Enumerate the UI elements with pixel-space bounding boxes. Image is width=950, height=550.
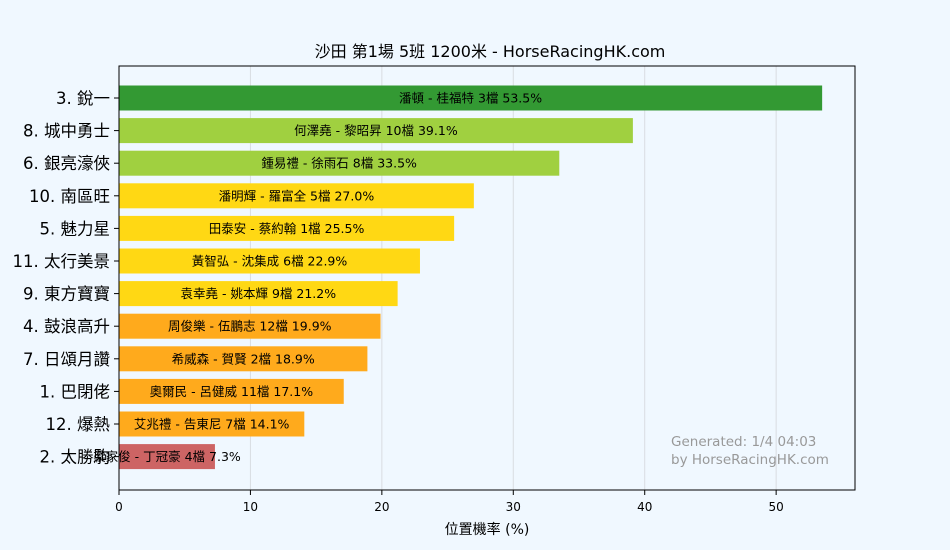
bar-label: 田泰安 - 蔡約翰 1檔 25.5%	[209, 221, 365, 236]
category-label: 8. 城中勇士	[23, 122, 110, 141]
x-ticks: 0 10 20 30 40 50	[115, 490, 784, 514]
bar	[119, 444, 215, 470]
bar	[119, 215, 455, 241]
x-tick-label: 30	[506, 500, 521, 514]
category-label: 5. 魅力星	[40, 219, 111, 238]
bar-label: 潘頓 - 桂福特 3檔 53.5%	[399, 91, 542, 106]
category-label: 9. 東方寶寶	[23, 284, 110, 304]
category-label: 3. 銳一	[56, 89, 110, 108]
x-tick-label: 0	[115, 500, 123, 514]
bar	[119, 150, 560, 176]
bar-label: 何澤堯 - 黎昭昇 10檔 39.1%	[294, 123, 458, 138]
x-tick-label: 50	[769, 500, 784, 514]
category-label: 1. 巴閉佬	[40, 382, 111, 401]
bar-label: 奧爾民 - 呂健威 11檔 17.1%	[150, 384, 314, 399]
bar	[119, 248, 420, 274]
bar	[119, 85, 823, 111]
category-label: 2. 太勝駒	[40, 448, 111, 467]
bar	[119, 378, 344, 404]
bar	[119, 281, 398, 307]
x-tick-label: 20	[374, 500, 389, 514]
bar-label: 希威森 - 賀賢 2檔 18.9%	[172, 351, 315, 366]
bar-label: 艾兆禮 - 告東尼 7檔 14.1%	[134, 417, 290, 432]
x-tick-label: 40	[637, 500, 652, 514]
bar	[119, 313, 381, 339]
bar	[119, 183, 474, 209]
category-label: 10. 南區旺	[29, 187, 110, 206]
bar-label: 潘明輝 - 羅富全 5檔 27.0%	[219, 188, 375, 203]
category-labels: 3. 銳一 8. 城中勇士 6. 銀亮濠俠 10. 南區旺 5. 魅力星 11. 太行美景…	[13, 89, 119, 467]
chart-title: 沙田 第1場 5班 1200米 - HorseRacingHK.com	[315, 42, 666, 61]
x-tick-label: 10	[243, 500, 258, 514]
category-label: 11. 太行美景	[13, 252, 111, 271]
category-label: 4. 鼓浪高升	[23, 317, 110, 336]
plot-frame	[118, 65, 856, 491]
category-label: 12. 爆熱	[46, 415, 111, 434]
category-label: 6. 銀亮濠俠	[23, 154, 110, 173]
bar-label: 黃智弘 - 沈集成 6檔 22.9%	[192, 254, 348, 269]
footer-generated: Generated: 1/4 04:03	[671, 434, 816, 450]
footer-site: by HorseRacingHK.com	[671, 452, 829, 468]
bar-label: 周俊樂 - 伍鵬志 12檔 19.9%	[168, 319, 332, 334]
bar-labels: 潘頓 - 桂福特 3檔 53.5% 何澤堯 - 黎昭昇 10檔 39.1% 鍾易禮 …	[93, 91, 542, 465]
bar-label: 梁家俊 - 丁冠豪 4檔 7.3%	[93, 449, 241, 464]
bar	[119, 411, 305, 437]
bar-label: 鍾易禮 - 徐雨石 8檔 33.5%	[261, 156, 417, 171]
bars	[119, 85, 823, 470]
x-axis-label: 位置機率 (%)	[445, 521, 530, 538]
category-label: 7. 日頌月讚	[23, 350, 110, 369]
bar	[119, 118, 633, 144]
bar	[119, 346, 368, 372]
bar-label: 袁幸堯 - 姚本輝 9檔 21.2%	[181, 286, 337, 301]
